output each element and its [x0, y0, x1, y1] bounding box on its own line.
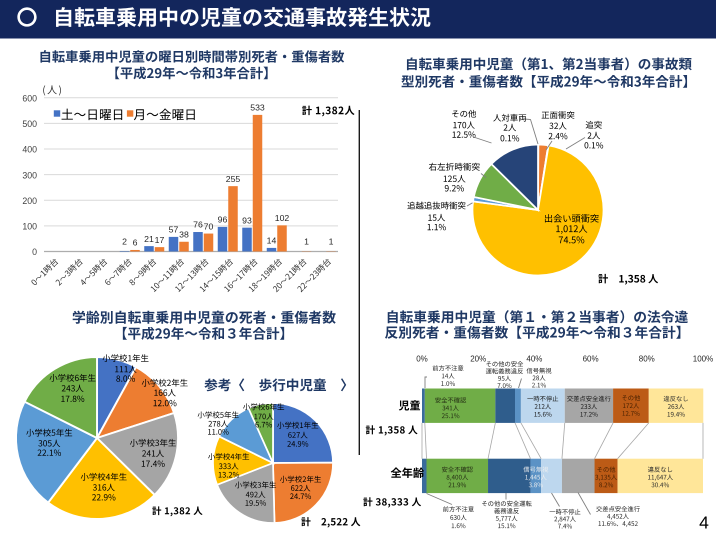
svg-text:6: 6: [133, 238, 138, 248]
svg-text:14: 14: [267, 236, 277, 246]
svg-text:300: 300: [22, 170, 37, 180]
svg-text:21: 21: [144, 234, 154, 244]
svg-text:80%: 80%: [639, 355, 655, 364]
svg-text:400: 400: [22, 145, 37, 155]
svg-text:1: 1: [329, 237, 334, 247]
svg-text:100%: 100%: [693, 355, 713, 364]
svg-text:17: 17: [155, 235, 165, 245]
svg-text:96: 96: [218, 215, 228, 225]
svg-text:200: 200: [22, 196, 37, 206]
svg-text:0%: 0%: [416, 355, 428, 364]
svg-text:500: 500: [22, 119, 37, 129]
svg-text:20%: 20%: [470, 355, 486, 364]
svg-text:4: 4: [699, 513, 709, 533]
svg-text:40%: 40%: [526, 355, 542, 364]
svg-text:600: 600: [22, 93, 37, 103]
svg-text:76: 76: [193, 220, 203, 230]
svg-text:100: 100: [22, 222, 37, 232]
svg-text:255: 255: [226, 174, 241, 184]
svg-text:0: 0: [32, 247, 37, 257]
svg-text:60%: 60%: [583, 355, 599, 364]
svg-text:1: 1: [304, 237, 309, 247]
svg-text:2: 2: [122, 237, 127, 247]
svg-text:102: 102: [275, 213, 290, 223]
svg-text:533: 533: [250, 103, 265, 113]
svg-text:38: 38: [179, 230, 189, 240]
svg-text:57: 57: [169, 225, 179, 235]
svg-text:93: 93: [242, 215, 252, 225]
svg-text:70: 70: [204, 221, 214, 231]
